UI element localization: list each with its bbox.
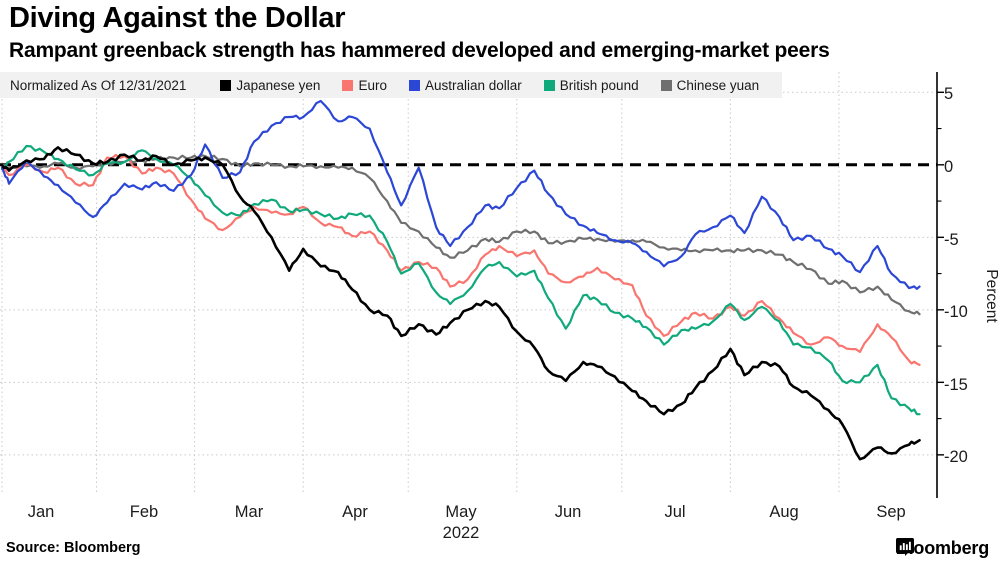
legend-item-label: Japanese yen — [236, 77, 321, 93]
chart-legend: Normalized As Of 12/31/2021 Japanese yen… — [0, 72, 782, 98]
page-subtitle: Rampant greenback strength has hammered … — [9, 39, 830, 62]
y-tick-label-5: 5 — [944, 85, 953, 103]
x-tick-label-jul: Jul — [664, 503, 685, 521]
x-tick-label-jan: Jan — [28, 503, 55, 521]
y-tick-label-n20: -20 — [944, 448, 968, 466]
series-line-japanese-yen — [0, 146, 921, 461]
bloomberg-logo: Bloomberg — [895, 538, 995, 559]
x-axis-year-label: 2022 — [443, 524, 480, 542]
legend-item-label: British pound — [559, 77, 639, 93]
y-tick-label-n5: -5 — [944, 231, 959, 249]
page-title: Diving Against the Dollar — [9, 2, 346, 34]
series-line-australian-dollar — [0, 99, 921, 290]
euro-swatch-icon — [342, 79, 354, 91]
x-tick-label-may: May — [445, 503, 477, 521]
x-tick-label-feb: Feb — [130, 503, 158, 521]
plot-layer — [0, 72, 944, 498]
legend-item-british-pound: British pound — [543, 77, 639, 93]
x-tick-label-sep: Sep — [876, 503, 905, 521]
japanese-yen-swatch-icon — [220, 79, 232, 91]
x-tick-label-apr: Apr — [342, 503, 368, 521]
y-tick-label-n10: -10 — [944, 303, 968, 321]
source-attribution: Source: Bloomberg — [6, 540, 141, 556]
australian-dollar-swatch-icon — [408, 79, 420, 91]
legend-normalized-note: Normalized As Of 12/31/2021 — [10, 77, 187, 93]
legend-item-australian-dollar: Australian dollar — [408, 77, 522, 93]
series-line-euro — [0, 153, 921, 366]
legend-item-label: Euro — [358, 77, 387, 93]
british-pound-swatch-icon — [543, 79, 555, 91]
series-line-british-pound — [0, 144, 921, 416]
x-tick-label-jun: Jun — [555, 503, 582, 521]
legend-item-label: Australian dollar — [424, 77, 522, 93]
legend-item-chinese-yuan: Chinese yuan — [660, 77, 760, 93]
bloomberg-wordmark: Bloomberg — [895, 538, 989, 558]
y-tick-label-n15: -15 — [944, 376, 968, 394]
y-axis-title: Percent — [983, 269, 1000, 323]
legend-item-euro: Euro — [342, 78, 387, 93]
y-tick-label-0: 0 — [944, 158, 953, 176]
legend-item-japanese-yen: Japanese yen — [220, 78, 320, 93]
chinese-yuan-swatch-icon — [660, 79, 672, 91]
legend-item-label: Chinese yuan — [676, 77, 760, 93]
x-tick-label-aug: Aug — [769, 503, 798, 521]
x-tick-label-mar: Mar — [235, 503, 264, 521]
